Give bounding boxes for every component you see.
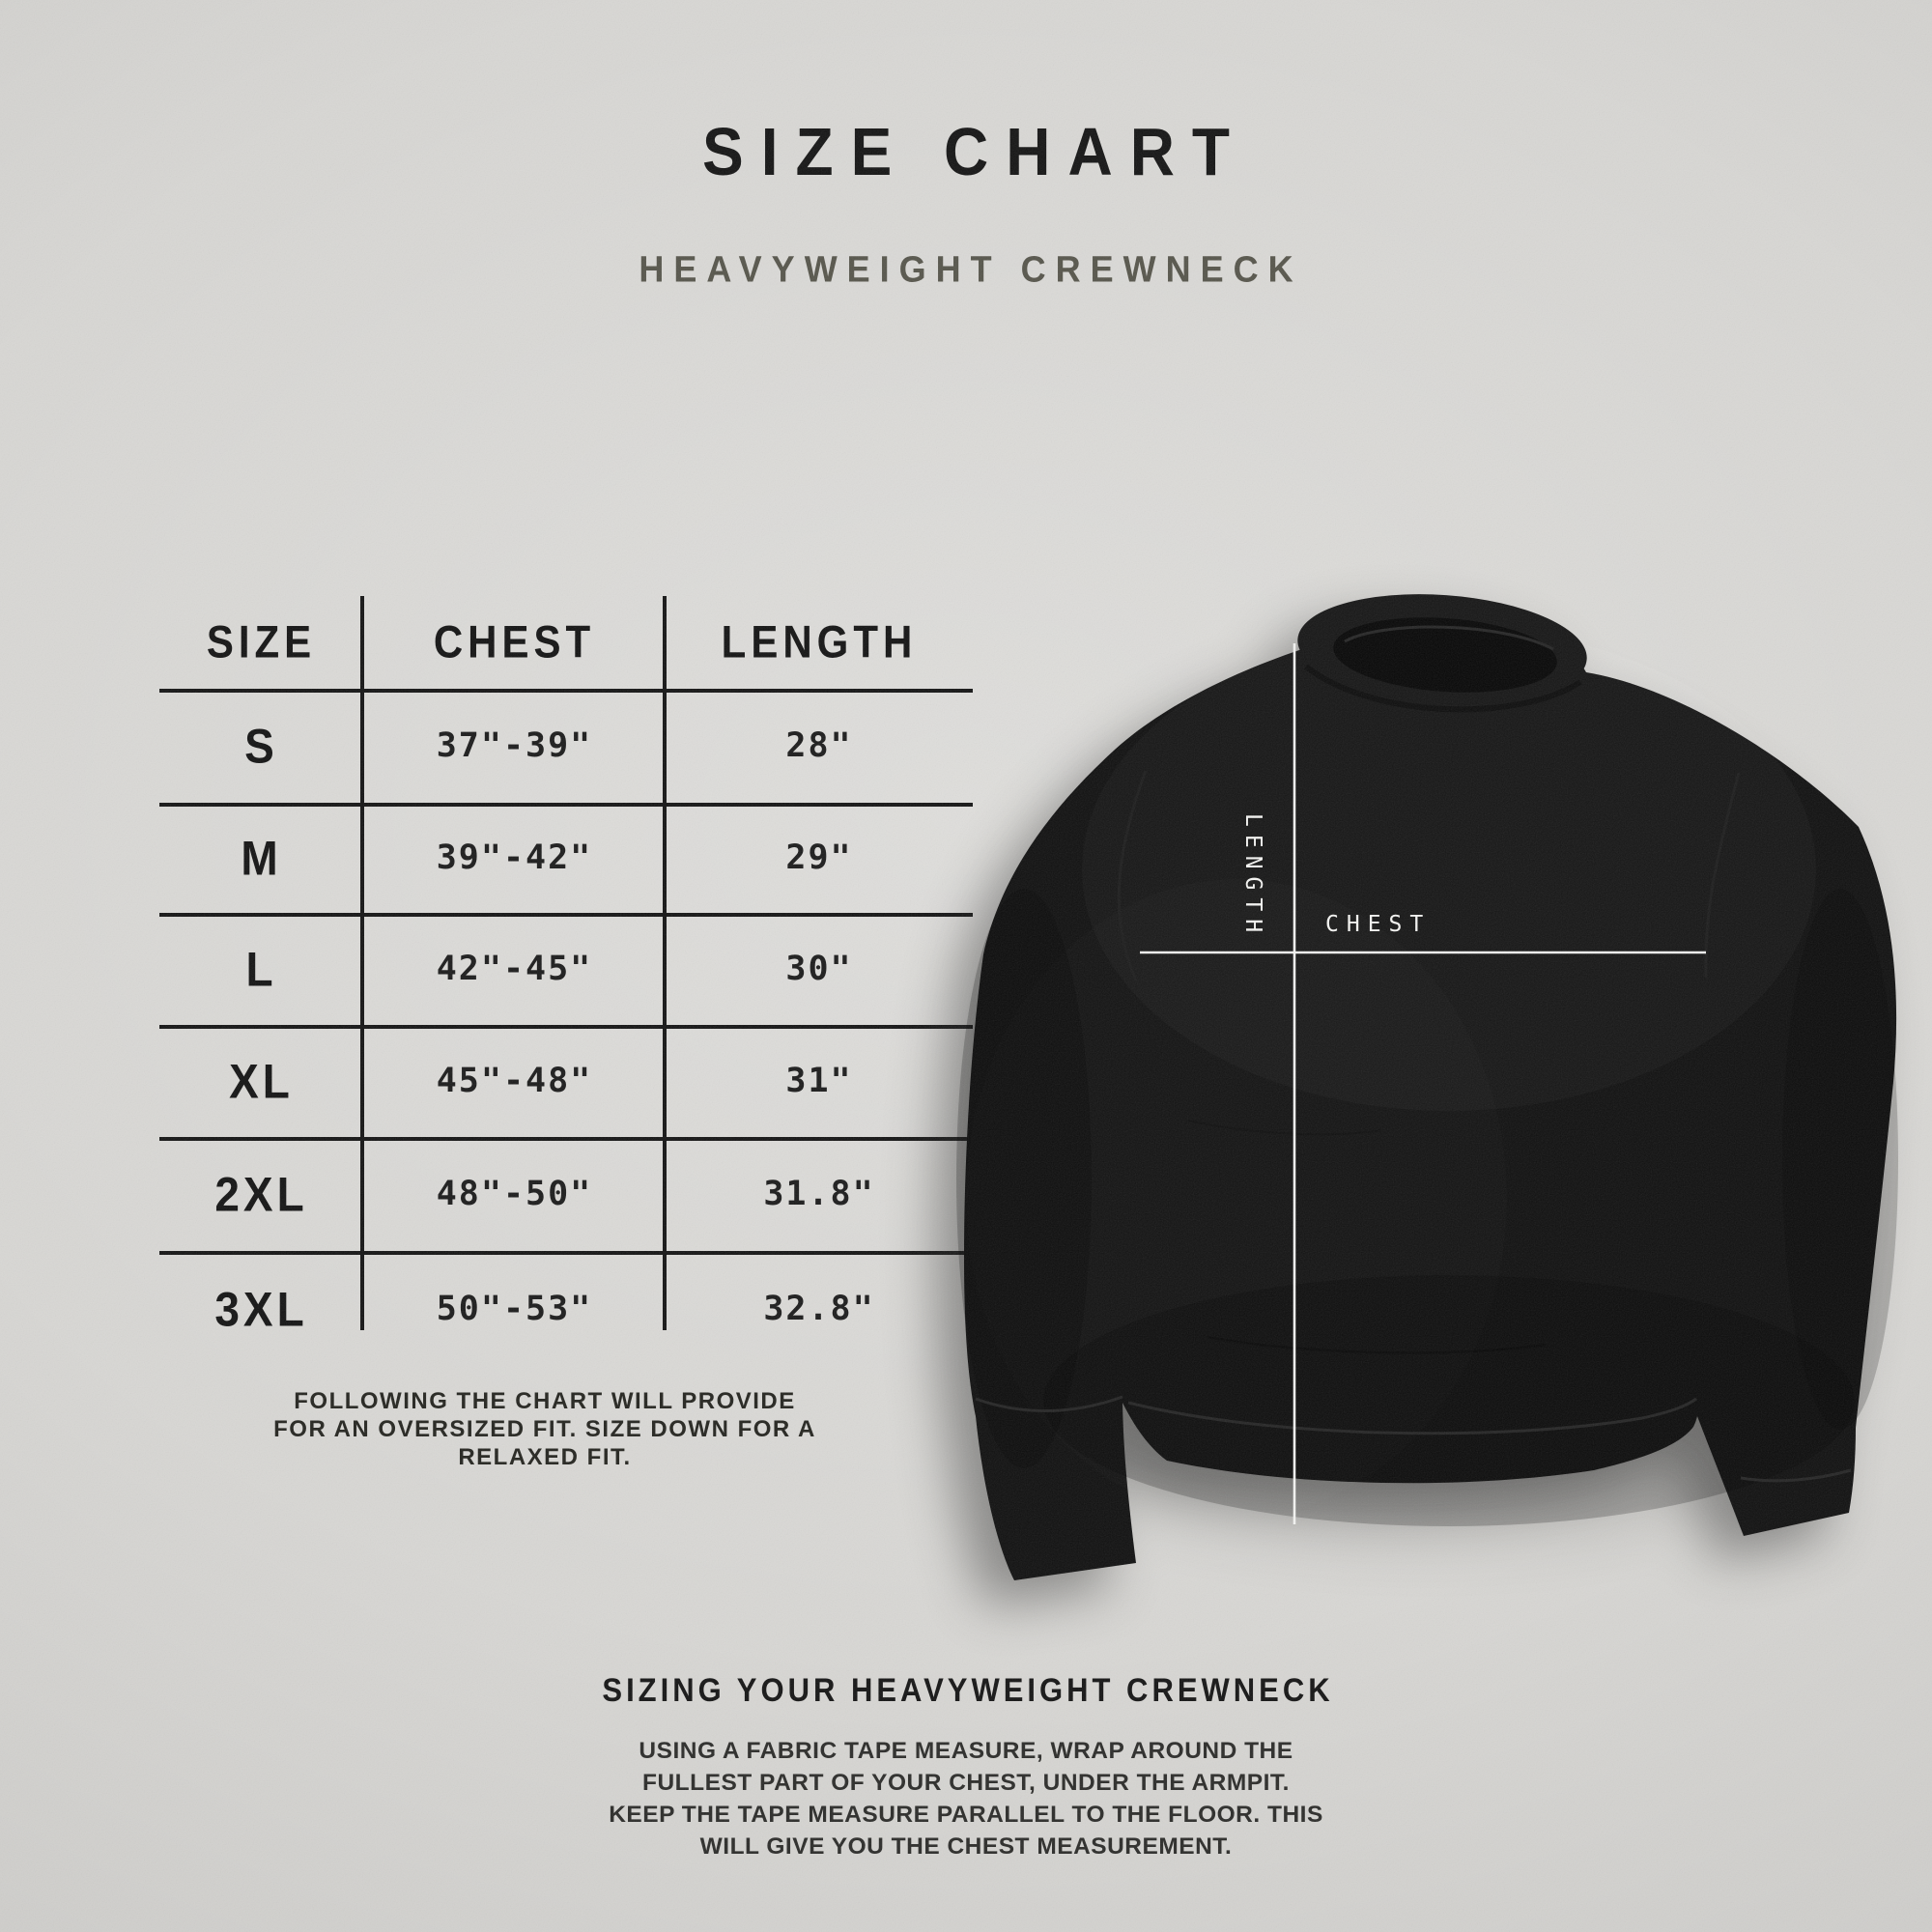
length-measure-label: LENGTH <box>1240 813 1265 941</box>
chest-measure-label: CHEST <box>1325 912 1432 937</box>
